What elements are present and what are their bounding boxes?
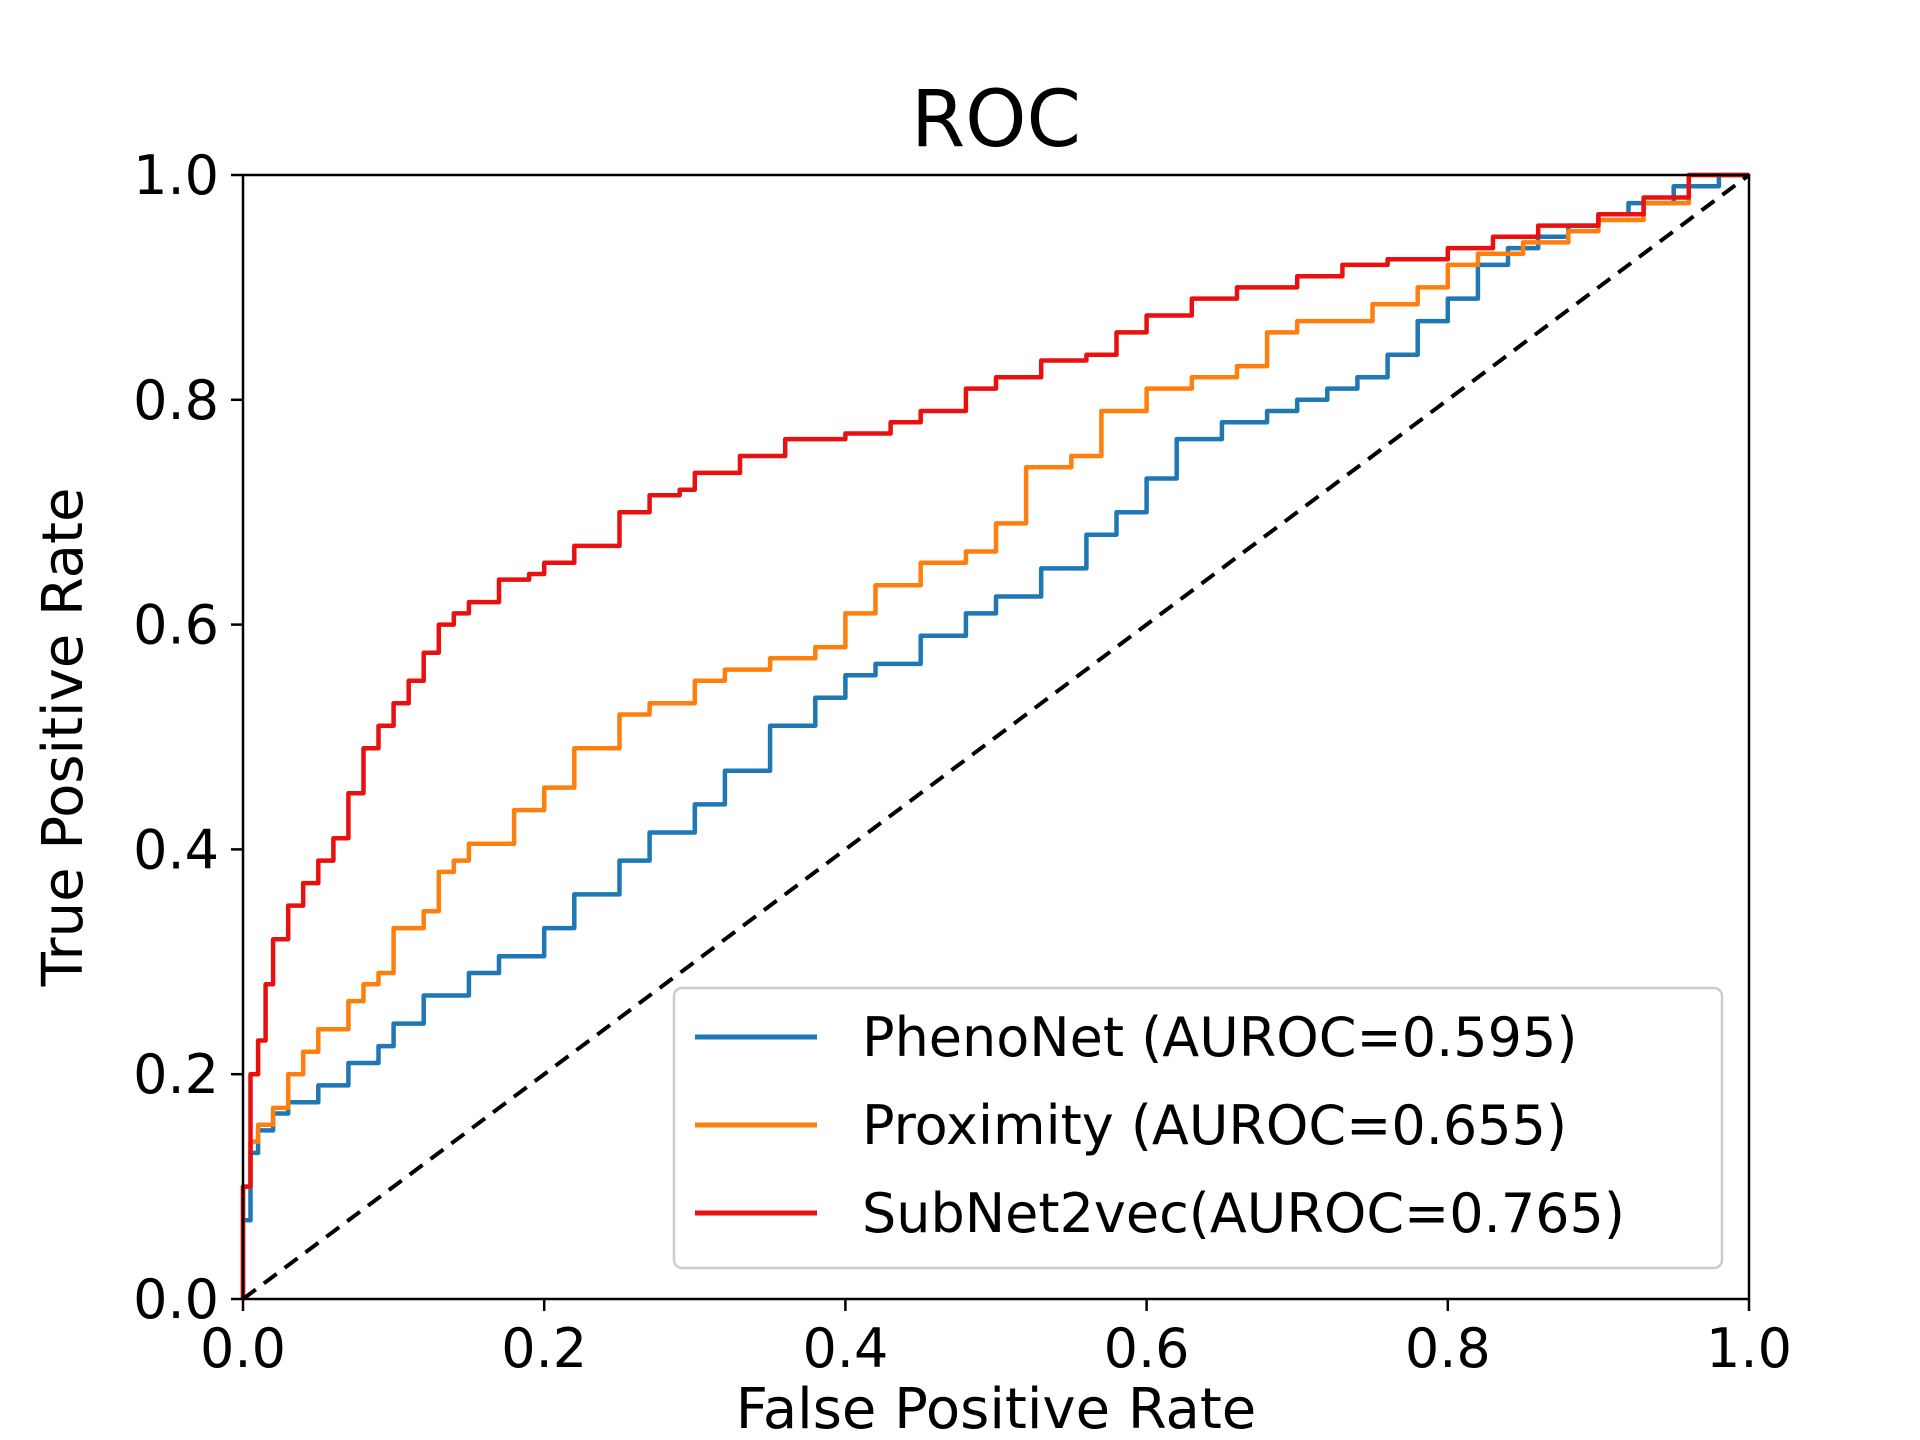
legend: PhenoNet (AUROC=0.595) Proximity (AUROC=… [672,986,1724,1270]
legend-label-subnet2vec: SubNet2vec(AUROC=0.765) [862,1182,1625,1245]
x-tick-label: 1.0 [1706,1317,1792,1380]
x-tick-label: 0.2 [501,1317,587,1380]
y-tick-label: 1.0 [133,144,219,207]
legend-label-proximity: Proximity (AUROC=0.655) [862,1094,1567,1157]
y-tick-label: 0.4 [133,818,219,881]
y-tick-label: 0.6 [133,594,219,657]
series-line-phenonet [240,172,1749,1299]
chart-title: ROC [911,75,1081,165]
legend-label-phenonet: PhenoNet (AUROC=0.595) [862,1006,1577,1069]
chance-diagonal-line [241,173,1751,1301]
x-axis-ticks: 0.0 0.2 0.4 0.6 0.8 1.0 [200,1299,1792,1380]
y-axis-label: True Positive Rate [31,488,96,988]
y-tick-label: 0.0 [133,1268,219,1331]
series-line-subnet2vecauroc0765 [240,172,1749,1299]
series-layer [240,172,1749,1299]
legend-box [672,986,1724,1270]
y-tick-label: 0.8 [133,369,219,432]
x-tick-label: 0.8 [1405,1317,1491,1380]
axes-frame [241,173,1751,1301]
series-line-proximity [240,172,1749,1299]
x-tick-label: 0.6 [1104,1317,1190,1380]
y-axis-ticks: 0.0 0.2 0.4 0.6 0.8 1.0 [133,144,243,1331]
plot-area [240,172,1751,1301]
x-tick-label: 0.4 [802,1317,888,1380]
x-axis-label: False Positive Rate [736,1377,1256,1440]
y-tick-label: 0.2 [133,1043,219,1106]
x-tick-label: 0.0 [200,1317,286,1380]
